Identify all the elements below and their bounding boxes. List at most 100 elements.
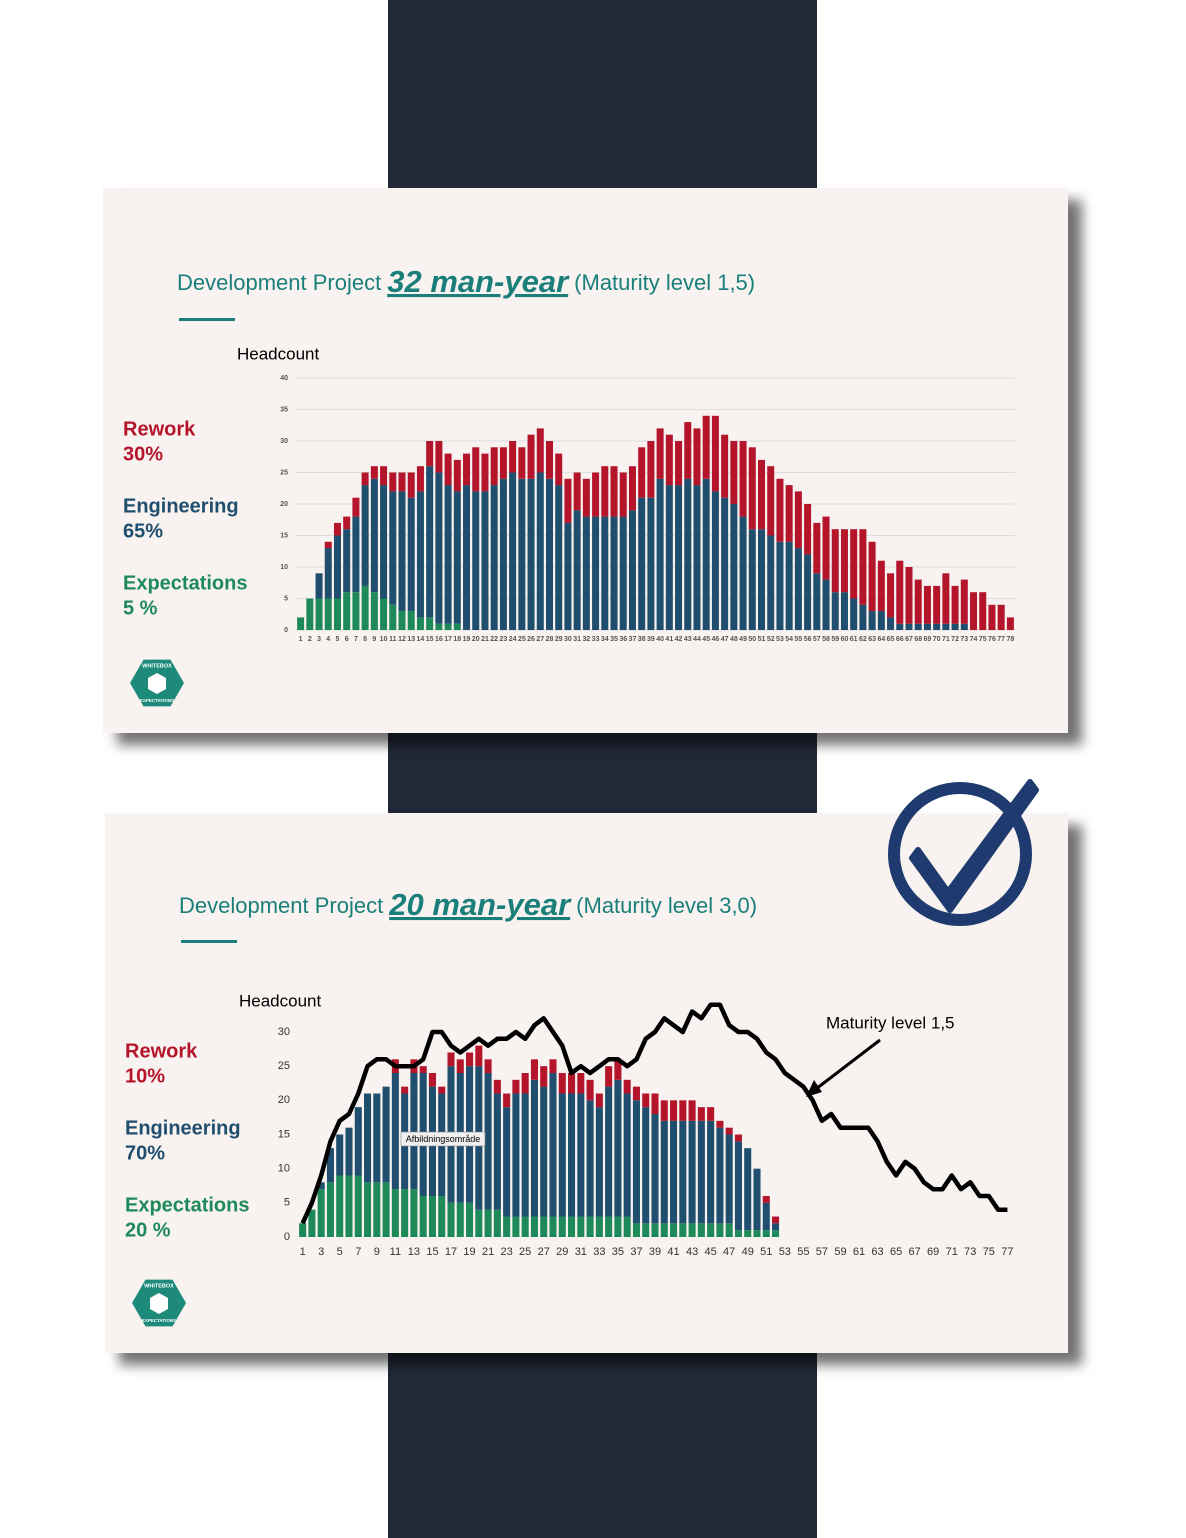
- bar-segment: [638, 447, 646, 498]
- x-tick-label: 35: [610, 636, 618, 643]
- y-tick-label: 5: [284, 1197, 290, 1209]
- x-tick-label: 38: [638, 636, 646, 643]
- x-tick-label: 50: [748, 636, 756, 643]
- bar-segment: [324, 541, 332, 549]
- bar-segment: [734, 1141, 742, 1231]
- x-tick-label: 20: [472, 636, 480, 643]
- bar-segment: [605, 1216, 613, 1237]
- bar-segment: [744, 1148, 752, 1231]
- bar-segment: [426, 617, 434, 630]
- slide-panel: [103, 188, 1068, 733]
- bar-segment: [850, 529, 858, 599]
- bar-segment: [380, 466, 388, 486]
- bar-segment: [914, 579, 922, 624]
- bar-segment: [614, 1079, 622, 1217]
- bar-segment: [373, 1182, 381, 1237]
- x-tick-label: 7: [355, 1246, 361, 1258]
- bar-segment: [463, 485, 471, 630]
- bar-segment: [725, 1223, 733, 1237]
- logo-text: WHITEBOX: [144, 1283, 174, 1289]
- x-tick-label: 14: [417, 636, 425, 643]
- bar-segment: [693, 428, 701, 486]
- bar-segment: [352, 497, 360, 517]
- bar-segment: [573, 472, 581, 511]
- x-tick-label: 47: [721, 636, 729, 643]
- x-tick-label: 56: [804, 636, 812, 643]
- bar-segment: [744, 1230, 752, 1237]
- bar-segment: [419, 1066, 427, 1073]
- bar-segment: [859, 529, 867, 605]
- x-tick-label: 58: [822, 636, 830, 643]
- bar-segment: [490, 447, 498, 486]
- x-tick-label: 8: [363, 636, 367, 643]
- x-tick-label: 4: [326, 636, 330, 643]
- bar-segment: [463, 453, 471, 486]
- x-tick-label: 36: [619, 636, 627, 643]
- bar-segment: [670, 1100, 678, 1121]
- bar-segment: [352, 592, 360, 630]
- bar-segment: [660, 1223, 668, 1237]
- bar-segment: [923, 585, 931, 624]
- x-tick-label: 43: [686, 1246, 698, 1258]
- y-tick-label: 25: [278, 1060, 290, 1072]
- bar-segment: [595, 1107, 603, 1217]
- bar-segment: [521, 1093, 529, 1217]
- x-tick-label: 7: [354, 636, 358, 643]
- bar-segment: [684, 478, 692, 630]
- legend-name: Rework: [123, 418, 196, 440]
- bar-segment: [530, 1079, 538, 1217]
- bar-segment: [707, 1223, 715, 1237]
- x-tick-label: 15: [426, 1246, 438, 1258]
- bar-segment: [536, 428, 544, 473]
- bar-segment: [577, 1216, 585, 1237]
- bar-segment: [354, 1107, 362, 1176]
- x-tick-label: 64: [877, 636, 885, 643]
- bar-segment: [549, 1059, 557, 1073]
- bar-segment: [493, 1209, 501, 1237]
- title-underline: [181, 940, 237, 943]
- bar-segment: [345, 1175, 353, 1237]
- bar-segment: [540, 1086, 548, 1217]
- x-tick-label: 54: [785, 636, 793, 643]
- bar-segment: [679, 1120, 687, 1224]
- tooltip-box: [400, 1131, 486, 1147]
- bar-segment: [407, 472, 415, 498]
- chart-title: Development Project 20 man-year (Maturity …: [179, 887, 757, 922]
- bar-segment: [466, 1202, 474, 1237]
- bar-segment: [748, 529, 756, 630]
- chart-title: Development Project 32 man-year (Maturity …: [177, 264, 755, 299]
- bar-segment: [887, 617, 895, 630]
- bar-segment: [564, 522, 572, 630]
- x-tick-label: 67: [905, 636, 913, 643]
- bar-segment: [503, 1107, 511, 1217]
- bar-segment: [628, 466, 636, 511]
- x-tick-label: 1: [299, 636, 303, 643]
- bar-segment: [762, 1202, 770, 1231]
- x-tick-label: 22: [490, 636, 498, 643]
- bar-segment: [647, 497, 655, 630]
- bar-segment: [632, 1100, 640, 1224]
- bar-segment: [364, 1182, 372, 1237]
- bar-segment: [665, 434, 673, 486]
- x-tick-label: 60: [841, 636, 849, 643]
- x-tick-label: 29: [556, 1246, 568, 1258]
- bar-segment: [753, 1230, 761, 1237]
- bar-segment: [499, 478, 507, 630]
- x-tick-label: 44: [693, 636, 701, 643]
- bar-segment: [647, 441, 655, 498]
- bar-segment: [632, 1086, 640, 1101]
- legend-name: Rework: [125, 1040, 198, 1062]
- x-tick-label: 40: [656, 636, 664, 643]
- bar-segment: [785, 485, 793, 542]
- bar-segment: [813, 522, 821, 574]
- bar-segment: [540, 1216, 548, 1237]
- x-tick-label: 45: [702, 636, 710, 643]
- annotation-arrow: [811, 1038, 881, 1094]
- bar-segment: [428, 1073, 436, 1087]
- bar-segment: [859, 604, 867, 630]
- bar-segment: [595, 1093, 603, 1108]
- bar-segment: [475, 1209, 483, 1237]
- bar-segment: [493, 1079, 501, 1094]
- bar-segment: [317, 1182, 325, 1190]
- bar-segment: [868, 611, 876, 630]
